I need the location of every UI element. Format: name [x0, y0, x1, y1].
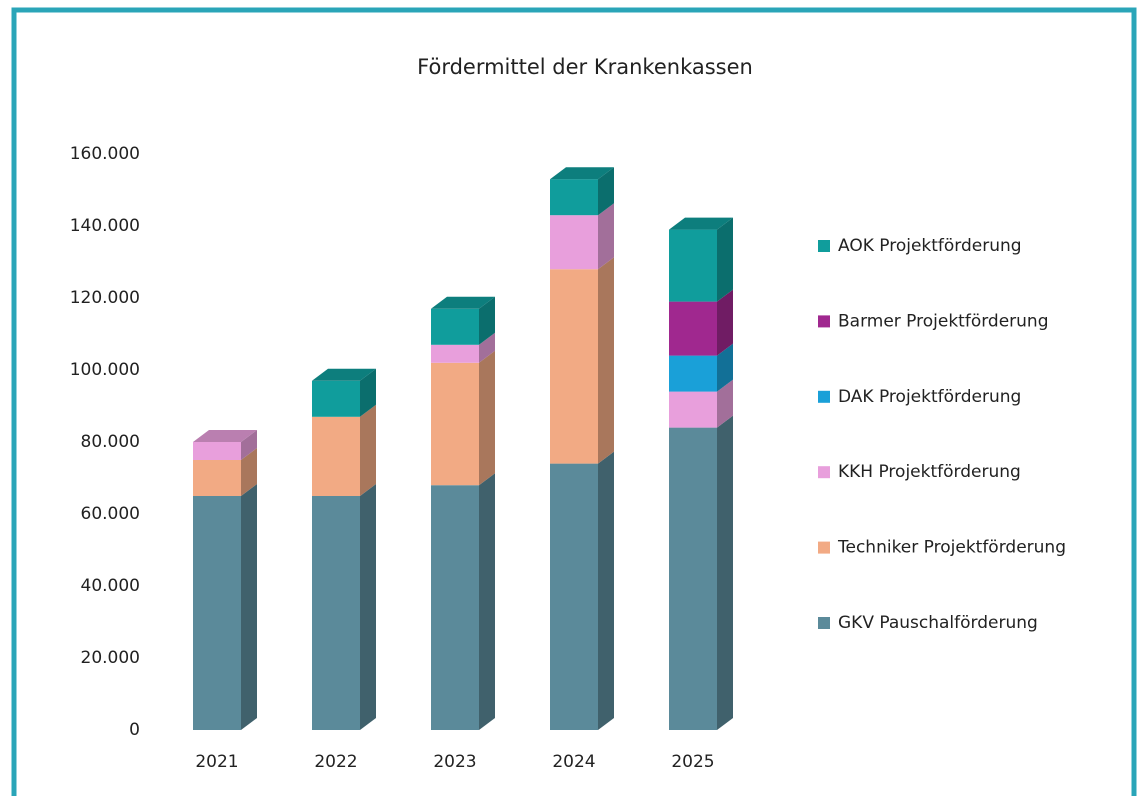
bar-top	[312, 368, 376, 381]
bar-side	[717, 379, 733, 428]
frame	[11, 7, 1137, 796]
bar-segment	[312, 496, 360, 730]
bar-top	[550, 167, 614, 180]
y-tick-label: 100.000	[70, 360, 140, 380]
bar-side	[717, 289, 733, 356]
bar-side	[241, 430, 257, 460]
legend-label: Barmer Projektförderung	[838, 311, 1049, 331]
y-tick-label: 160.000	[70, 144, 140, 164]
bar-side	[360, 368, 376, 417]
bar-segment	[550, 269, 598, 464]
y-tick-label: 80.000	[81, 432, 140, 452]
bar-side	[717, 217, 733, 302]
x-tick-label: 2025	[671, 752, 714, 772]
bar-side	[598, 451, 614, 730]
bar-segment	[312, 380, 360, 417]
bar-segment	[669, 427, 717, 730]
x-tick-label: 2023	[433, 752, 476, 772]
bar-segment	[669, 229, 717, 302]
bar-top	[193, 430, 257, 442]
bar-segment	[669, 391, 717, 428]
bar-segment	[550, 179, 598, 216]
bar-side	[360, 404, 376, 496]
legend-label: Techniker Projektförderung	[837, 538, 1066, 558]
y-tick-label: 120.000	[70, 288, 140, 308]
y-tick-label: 60.000	[81, 504, 140, 524]
legend-label: AOK Projektförderung	[838, 236, 1022, 256]
bar-segment	[431, 308, 479, 345]
bar-side	[479, 296, 495, 345]
legend-label: GKV Pauschalförderung	[838, 613, 1038, 633]
bar-top	[669, 217, 733, 230]
bar-segment	[193, 496, 241, 730]
bar-segment	[193, 442, 241, 460]
bar-segment	[550, 215, 598, 270]
y-tick-label: 20.000	[81, 648, 140, 668]
bar-top	[431, 296, 495, 309]
legend-swatch	[818, 541, 830, 554]
bar-side	[241, 448, 257, 496]
y-tick-label: 0	[129, 720, 140, 740]
bar-side	[479, 332, 495, 363]
bar-side	[241, 484, 257, 730]
x-tick-label: 2022	[314, 752, 357, 772]
bar-side	[598, 203, 614, 270]
bar-segment	[550, 463, 598, 730]
bar-segment	[193, 460, 241, 496]
chart-title: Fördermittel der Krankenkassen	[417, 55, 753, 79]
y-tick-label: 40.000	[81, 576, 140, 596]
legend-swatch	[818, 315, 830, 328]
bar-side	[717, 415, 733, 730]
x-tick-label: 2024	[552, 752, 595, 772]
legend-label: KKH Projektförderung	[838, 462, 1021, 482]
bar-segment	[431, 362, 479, 486]
bar-side	[479, 350, 495, 486]
legend-swatch	[818, 466, 830, 479]
bar-side	[598, 257, 614, 464]
legend-swatch	[818, 240, 830, 252]
bar-side	[717, 343, 733, 392]
bar-side	[479, 473, 495, 730]
bar-segment	[431, 485, 479, 730]
bar-side	[598, 167, 614, 216]
legend-swatch	[818, 390, 830, 403]
bar-side	[360, 484, 376, 730]
y-tick-label: 140.000	[70, 216, 140, 236]
bar-segment	[669, 301, 717, 356]
bar-segment	[669, 355, 717, 392]
bar-segment	[431, 344, 479, 363]
legend-swatch	[818, 617, 830, 629]
x-tick-label: 2021	[195, 752, 238, 772]
legend-label: DAK Projektförderung	[838, 387, 1021, 407]
bar-segment	[312, 416, 360, 496]
